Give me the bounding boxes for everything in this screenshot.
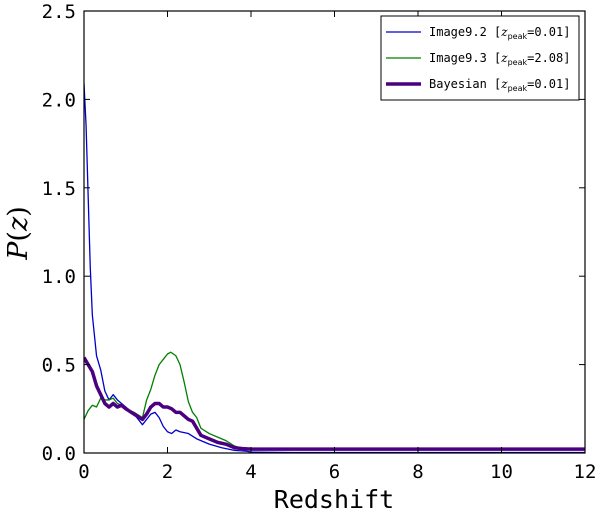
series-line-image9-3 (84, 351, 585, 451)
plot-area (84, 83, 585, 453)
legend-entry-label: Bayesian [zpeak=0.01] (429, 77, 570, 93)
x-axis-label: Redshift (274, 485, 394, 514)
axes: 0 2 4 6 8 10 12 0.0 0.5 1.0 1.5 2.0 2.5 (42, 1, 597, 483)
y-axis-label-arg: z (3, 216, 34, 232)
series-line-bayesian (84, 356, 585, 451)
x-tick-label: 0 (78, 461, 89, 483)
legend: Image9.2 [zpeak=0.01] Image9.3 [zpeak=2.0… (380, 15, 580, 101)
x-tick-label: 6 (329, 461, 340, 483)
x-tick-label: 12 (574, 461, 597, 483)
y-axis-label-var: P (3, 241, 34, 261)
y-tick-label: 1.5 (42, 178, 76, 200)
x-tick-label: 2 (162, 461, 173, 483)
x-tick-label: 4 (245, 461, 256, 483)
x-tick-label: 8 (412, 461, 423, 483)
y-tick-label: 2.5 (42, 1, 76, 23)
y-axis-label: P(z) (3, 206, 34, 261)
y-tick-label: 0.5 (42, 355, 76, 377)
series-line-image9-2 (84, 83, 585, 453)
y-tick-label: 2.0 (42, 89, 76, 111)
y-tick-label: 1.0 (42, 266, 76, 288)
x-tick-label: 10 (490, 461, 513, 483)
legend-entry-label: Image9.3 [zpeak=2.08] (429, 51, 570, 67)
legend-entry-label: Image9.2 [zpeak=0.01] (429, 25, 570, 41)
y-tick-label: 0.0 (42, 443, 76, 465)
